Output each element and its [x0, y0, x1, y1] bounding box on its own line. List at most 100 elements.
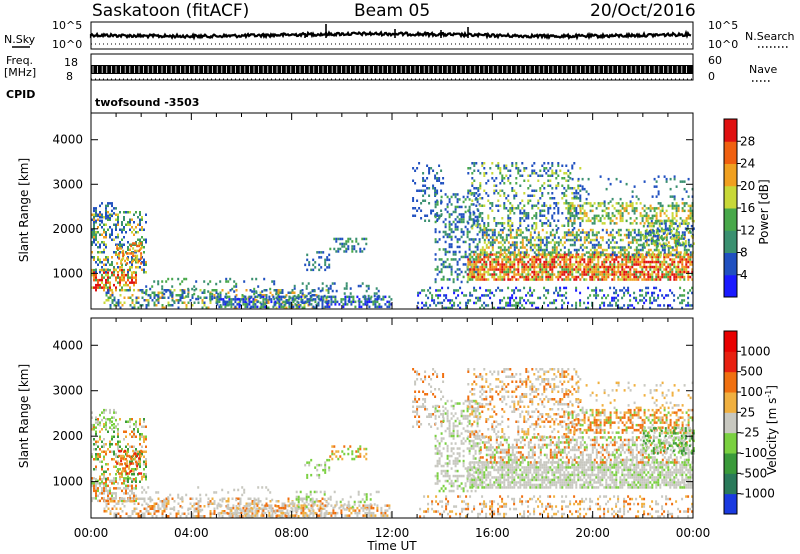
echo-cell [527, 202, 530, 205]
echo-cell [475, 268, 478, 271]
echo-cell [471, 273, 474, 276]
echo-cell [111, 209, 113, 213]
echo-cell [543, 169, 546, 172]
echo-cell [481, 268, 484, 271]
echo-cell [511, 270, 514, 274]
echo-cell [561, 236, 564, 239]
echo-cell [563, 260, 566, 264]
echo-cell [487, 246, 490, 249]
echo-cell [553, 212, 556, 215]
echo-cell [450, 230, 453, 234]
echo-cell [310, 303, 313, 306]
echo-cell [501, 248, 504, 252]
echo-cell [491, 246, 494, 249]
echo-cell [523, 260, 526, 264]
echo-cell [559, 255, 562, 259]
echo-cell [179, 294, 182, 297]
echo-cell [314, 298, 317, 301]
echo-cell [595, 286, 598, 290]
echo-cell [515, 192, 518, 195]
echo-cell [277, 294, 280, 297]
echo-cell [503, 248, 506, 252]
echo-cell [531, 224, 534, 227]
echo-cell [539, 253, 542, 256]
echo-cell [595, 238, 598, 242]
echo-cell [472, 250, 475, 254]
echo-cell [647, 253, 650, 257]
echo-cell [673, 263, 676, 266]
echo-cell [457, 304, 460, 307]
echo-cell [434, 213, 437, 216]
echo-cell [466, 233, 469, 236]
echo-cell [267, 301, 270, 304]
echo-cell [436, 214, 439, 217]
echo-cell [113, 268, 115, 271]
echo-cell [163, 292, 166, 296]
echo-cell [531, 260, 534, 264]
echo-cell [658, 222, 661, 225]
echo-cell [327, 289, 330, 292]
echo-cell [467, 265, 470, 269]
echo-cell [493, 278, 496, 281]
echo-cell [430, 209, 433, 212]
echo-cell [458, 213, 461, 216]
echo-cell [197, 295, 200, 298]
echo-cell [317, 304, 320, 307]
echo-cell [661, 263, 664, 266]
echo-cell [225, 277, 228, 281]
echo-cell [235, 285, 238, 288]
echo-cell [635, 217, 638, 220]
echo-cell [423, 289, 426, 292]
echo-cell [465, 294, 468, 297]
echo-cell [475, 192, 478, 195]
echo-cell [561, 177, 564, 180]
echo-cell [667, 265, 670, 269]
echo-cell [282, 305, 285, 309]
echo-cell [545, 260, 548, 264]
echo-cell [553, 273, 556, 276]
echo-cell [621, 278, 624, 281]
echo-cell [505, 260, 508, 264]
echo-cell [365, 237, 368, 241]
echo-cell [633, 212, 636, 215]
echo-cell [167, 296, 170, 299]
echo-cell [537, 233, 540, 237]
echo-cell [123, 492, 125, 495]
echo-cell [539, 270, 542, 274]
echo-cell [91, 482, 93, 485]
echo-cell [493, 294, 496, 297]
echo-cell [469, 217, 472, 220]
echo-cell [551, 172, 554, 175]
echo-cell [525, 236, 528, 239]
echo-cell [571, 224, 574, 227]
echo-cell [126, 257, 129, 260]
echo-cell [627, 246, 630, 249]
echo-cell [679, 255, 682, 259]
echo-cell [539, 296, 542, 300]
echo-cell [105, 236, 107, 239]
echo-cell [213, 294, 216, 297]
echo-cell [119, 440, 121, 443]
echo-cell [579, 197, 582, 200]
echo-cell [475, 204, 478, 207]
echo-cell [687, 265, 690, 269]
echo-cell [137, 453, 139, 456]
echo-cell [633, 219, 636, 223]
echo-cell [414, 169, 417, 172]
echo-cell [609, 255, 612, 259]
echo-cell [452, 253, 455, 256]
echo-cell [123, 301, 126, 304]
echo-cell [97, 458, 99, 461]
echo-cell [555, 177, 558, 180]
echo-cell [669, 222, 672, 225]
echo-cell [276, 298, 279, 301]
echo-cell [145, 271, 147, 274]
echo-cell [113, 423, 115, 426]
echo-cell [607, 253, 610, 257]
echo-cell [118, 252, 121, 255]
echo-cell [505, 265, 508, 269]
echo-cell [99, 455, 101, 458]
echo-cell [151, 285, 154, 288]
colorbar-swatch [724, 119, 737, 142]
echo-cell [577, 228, 580, 232]
